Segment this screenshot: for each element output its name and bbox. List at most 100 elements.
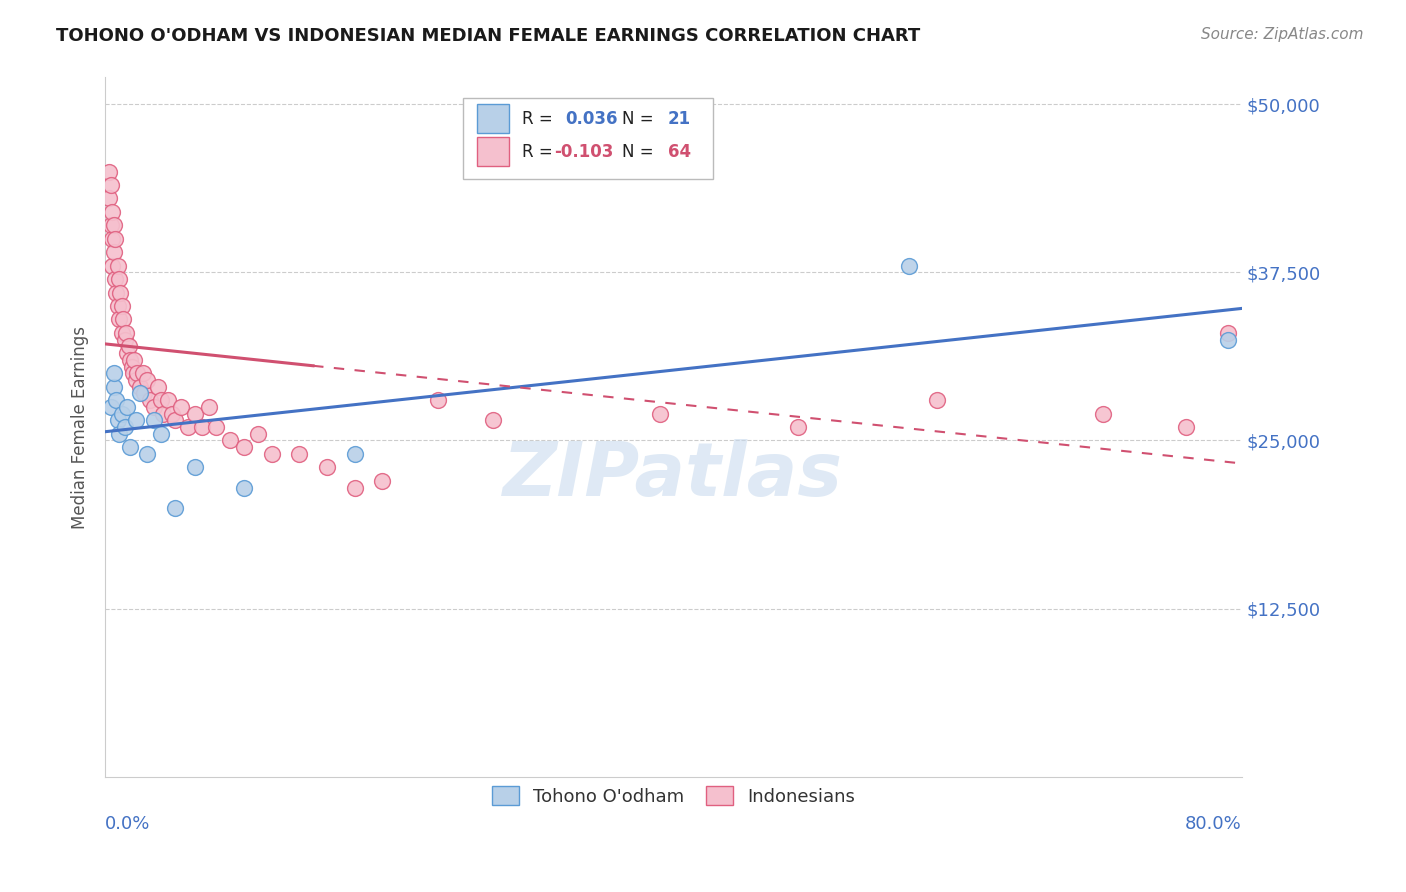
Point bbox=[120, 352, 142, 367]
Point bbox=[160, 407, 183, 421]
Point bbox=[103, 219, 125, 233]
Point bbox=[135, 373, 157, 387]
Point bbox=[128, 386, 150, 401]
Point bbox=[177, 420, 200, 434]
Point bbox=[103, 380, 125, 394]
Point bbox=[482, 413, 505, 427]
Text: 0.0%: 0.0% bbox=[105, 815, 150, 833]
Point bbox=[115, 326, 138, 340]
Y-axis label: Median Female Earnings: Median Female Earnings bbox=[72, 326, 89, 529]
Point bbox=[205, 420, 228, 434]
Point bbox=[112, 312, 135, 326]
Point bbox=[125, 413, 148, 427]
Point bbox=[142, 400, 165, 414]
Point bbox=[104, 272, 127, 286]
Point bbox=[108, 312, 131, 326]
Point bbox=[108, 426, 131, 441]
Point bbox=[246, 426, 269, 441]
Point bbox=[110, 285, 132, 300]
Text: 80.0%: 80.0% bbox=[1185, 815, 1241, 833]
Point bbox=[149, 426, 172, 441]
Point bbox=[111, 326, 134, 340]
Point bbox=[121, 359, 143, 374]
Text: Source: ZipAtlas.com: Source: ZipAtlas.com bbox=[1201, 27, 1364, 42]
Text: N =: N = bbox=[623, 110, 659, 128]
Point bbox=[117, 400, 139, 414]
Text: N =: N = bbox=[623, 143, 659, 161]
Text: ZIPatlas: ZIPatlas bbox=[503, 440, 844, 513]
Point bbox=[146, 380, 169, 394]
Point bbox=[127, 366, 149, 380]
FancyBboxPatch shape bbox=[463, 98, 713, 178]
Point bbox=[1216, 326, 1239, 340]
Text: R =: R = bbox=[522, 110, 558, 128]
Point bbox=[288, 447, 311, 461]
Point bbox=[1091, 407, 1114, 421]
Point bbox=[105, 285, 128, 300]
Point bbox=[111, 299, 134, 313]
Point bbox=[98, 191, 121, 205]
Point bbox=[648, 407, 671, 421]
Point bbox=[108, 272, 131, 286]
Point bbox=[103, 366, 125, 380]
Point bbox=[232, 481, 254, 495]
Text: R =: R = bbox=[522, 143, 558, 161]
Point bbox=[316, 460, 339, 475]
Point bbox=[100, 178, 122, 192]
Point bbox=[100, 400, 122, 414]
Point bbox=[142, 413, 165, 427]
Point bbox=[100, 219, 122, 233]
Point bbox=[343, 481, 366, 495]
Point bbox=[1216, 333, 1239, 347]
Point bbox=[371, 474, 394, 488]
Text: 64: 64 bbox=[668, 143, 690, 161]
Point bbox=[925, 393, 948, 408]
Point bbox=[101, 259, 124, 273]
Point bbox=[132, 386, 155, 401]
Point bbox=[898, 259, 921, 273]
Bar bbox=[477, 136, 509, 166]
Point bbox=[122, 366, 145, 380]
Point bbox=[117, 346, 139, 360]
Point bbox=[98, 164, 121, 178]
Legend: Tohono O'odham, Indonesians: Tohono O'odham, Indonesians bbox=[481, 775, 866, 816]
Point bbox=[219, 434, 242, 448]
Bar bbox=[477, 104, 509, 134]
Point bbox=[198, 400, 221, 414]
Point bbox=[118, 339, 141, 353]
Point bbox=[125, 373, 148, 387]
Point bbox=[152, 407, 174, 421]
Text: -0.103: -0.103 bbox=[554, 143, 613, 161]
Point bbox=[149, 393, 172, 408]
Point bbox=[426, 393, 449, 408]
Point bbox=[114, 420, 136, 434]
Point bbox=[101, 232, 124, 246]
Point bbox=[107, 299, 129, 313]
Text: 0.036: 0.036 bbox=[565, 110, 619, 128]
Point bbox=[114, 333, 136, 347]
Point bbox=[260, 447, 283, 461]
Point bbox=[170, 400, 193, 414]
Point bbox=[156, 393, 179, 408]
Point bbox=[128, 380, 150, 394]
Point bbox=[138, 393, 160, 408]
Text: TOHONO O'ODHAM VS INDONESIAN MEDIAN FEMALE EARNINGS CORRELATION CHART: TOHONO O'ODHAM VS INDONESIAN MEDIAN FEMA… bbox=[56, 27, 921, 45]
Point bbox=[107, 259, 129, 273]
Point bbox=[184, 407, 207, 421]
Point bbox=[103, 245, 125, 260]
Point bbox=[111, 407, 134, 421]
Point bbox=[105, 393, 128, 408]
Point bbox=[787, 420, 810, 434]
Point bbox=[131, 366, 153, 380]
Point bbox=[107, 413, 129, 427]
Point bbox=[343, 447, 366, 461]
Point bbox=[163, 500, 186, 515]
Point bbox=[1175, 420, 1198, 434]
Point bbox=[191, 420, 214, 434]
Point bbox=[135, 447, 157, 461]
Point bbox=[163, 413, 186, 427]
Point bbox=[101, 205, 124, 219]
Point bbox=[232, 440, 254, 454]
Point bbox=[104, 232, 127, 246]
Point bbox=[184, 460, 207, 475]
